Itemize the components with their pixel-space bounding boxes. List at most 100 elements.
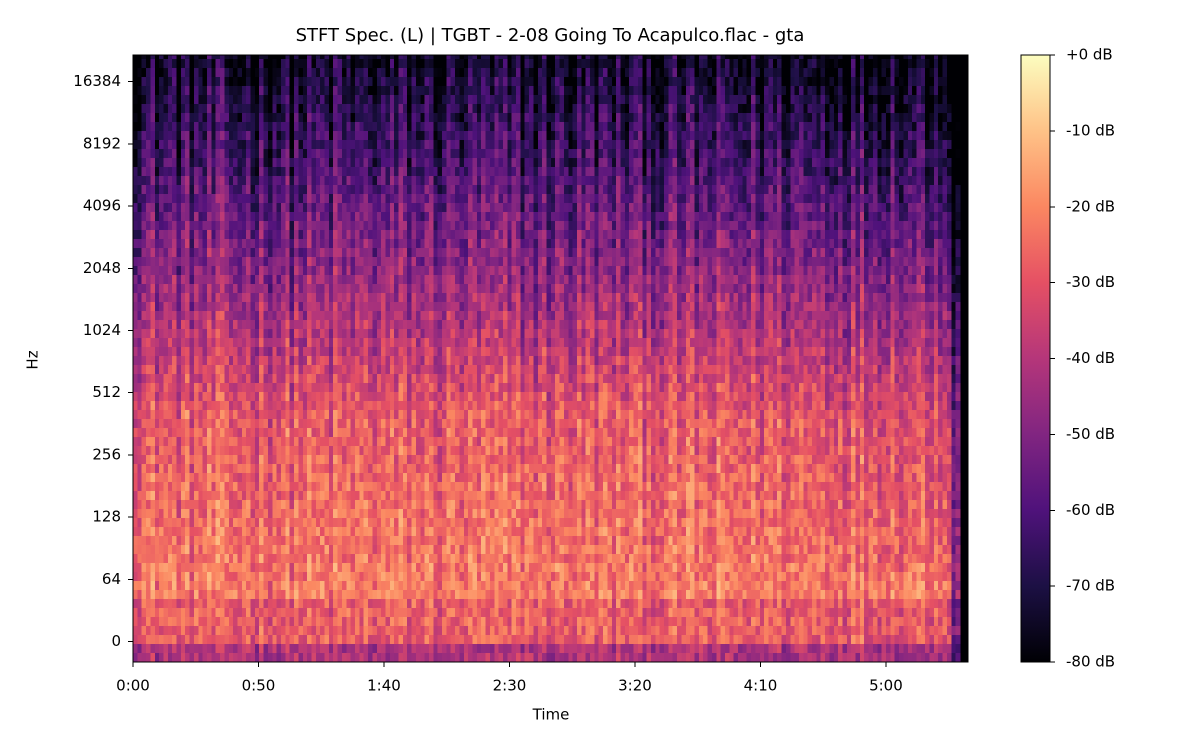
spectrogram-cell (446, 95, 452, 104)
spectrogram-cell (193, 491, 199, 500)
spectrogram-cell (263, 248, 269, 257)
spectrogram-cell (146, 563, 152, 572)
spectrogram-cell (211, 464, 217, 473)
spectrogram-cell (359, 185, 365, 194)
spectrogram-cell (302, 437, 308, 446)
spectrogram-cell (372, 635, 378, 644)
spectrogram-cell (376, 509, 382, 518)
spectrogram-cell (433, 212, 439, 221)
spectrogram-cell (350, 158, 356, 167)
spectrogram-cell (202, 572, 208, 581)
spectrogram-cell (398, 653, 404, 662)
spectrogram-cell (337, 122, 343, 131)
spectrogram-cell (315, 563, 321, 572)
spectrogram-cell (211, 95, 217, 104)
spectrogram-cell (346, 149, 352, 158)
spectrogram-cell (250, 95, 256, 104)
spectrogram-cell (224, 644, 230, 653)
spectrogram-cell (320, 599, 326, 608)
spectrogram-cell (302, 554, 308, 563)
spectrogram-cell (202, 518, 208, 527)
spectrogram-cell (159, 590, 165, 599)
spectrogram-cell (359, 545, 365, 554)
spectrogram-cell (215, 239, 221, 248)
spectrogram-cell (185, 239, 191, 248)
spectrogram-cell (202, 320, 208, 329)
spectrogram-cell (302, 356, 308, 365)
spectrogram-cell (159, 392, 165, 401)
spectrogram-cell (328, 329, 334, 338)
spectrogram-cell (198, 104, 204, 113)
spectrogram-cell (398, 95, 404, 104)
spectrogram-cell (324, 383, 330, 392)
spectrogram-cell (354, 464, 360, 473)
spectrogram-cell (442, 392, 447, 401)
spectrogram-cell (415, 149, 421, 158)
spectrogram-cell (311, 95, 317, 104)
spectrogram-cell (424, 500, 430, 509)
spectrogram-cell (359, 536, 365, 545)
spectrogram-cell (163, 635, 169, 644)
spectrogram-cell (137, 248, 143, 257)
spectrogram-cell (220, 248, 225, 257)
spectrogram-cell (381, 293, 387, 302)
spectrogram-cell (302, 131, 308, 140)
spectrogram-cell (176, 644, 182, 653)
spectrogram-cell (307, 266, 313, 275)
spectrogram-cell (433, 392, 439, 401)
spectrogram-cell (289, 590, 295, 599)
spectrogram-cell (433, 545, 439, 554)
spectrogram-cell (211, 122, 217, 131)
spectrogram-cell (154, 563, 160, 572)
spectrogram-cell (250, 518, 256, 527)
spectrogram-cell (267, 176, 273, 185)
spectrogram-cell (146, 104, 152, 113)
spectrogram-cell (141, 176, 147, 185)
spectrogram-cell (411, 509, 417, 518)
spectrogram-cell (220, 95, 225, 104)
spectrogram-cell (211, 167, 217, 176)
spectrogram-cell (398, 509, 404, 518)
spectrogram-cell (350, 509, 356, 518)
spectrogram-cell (259, 293, 265, 302)
spectrogram-cell (372, 419, 378, 428)
spectrogram-cell (133, 86, 138, 95)
spectrogram-cell (250, 545, 256, 554)
spectrogram-cell (337, 77, 343, 86)
spectrogram-cell (415, 482, 421, 491)
spectrogram-cell (189, 167, 195, 176)
spectrogram-cell (206, 122, 212, 131)
spectrogram-cell (320, 374, 326, 383)
spectrogram-cell (394, 608, 400, 617)
spectrogram-cell (337, 392, 343, 401)
spectrogram-cell (446, 446, 452, 455)
spectrogram-cell (137, 401, 143, 410)
spectrogram-cell (180, 590, 186, 599)
spectrogram-cell (272, 194, 278, 203)
spectrogram-cell (428, 419, 434, 428)
spectrogram-cell (324, 212, 330, 221)
spectrogram-cell (159, 464, 165, 473)
spectrogram-cell (442, 464, 447, 473)
spectrogram-cell (146, 464, 152, 473)
spectrogram-cell (285, 644, 291, 653)
spectrogram-cell (320, 275, 326, 284)
spectrogram-cell (285, 428, 291, 437)
spectrogram-cell (202, 527, 208, 536)
spectrogram-cell (193, 284, 199, 293)
spectrogram-cell (320, 140, 326, 149)
spectrogram-cell (307, 383, 313, 392)
spectrogram-cell (220, 509, 225, 518)
spectrogram-cell (324, 275, 330, 284)
spectrogram-cell (311, 653, 317, 662)
spectrogram-cell (394, 500, 400, 509)
spectrogram-cell (289, 185, 295, 194)
spectrogram-cell (372, 581, 378, 590)
spectrogram-cell (228, 113, 234, 122)
spectrogram-cell (446, 329, 452, 338)
spectrogram-cell (294, 455, 299, 464)
spectrogram-cell (385, 563, 391, 572)
spectrogram-cell (372, 392, 378, 401)
spectrogram-cell (202, 266, 208, 275)
spectrogram-cell (276, 140, 282, 149)
